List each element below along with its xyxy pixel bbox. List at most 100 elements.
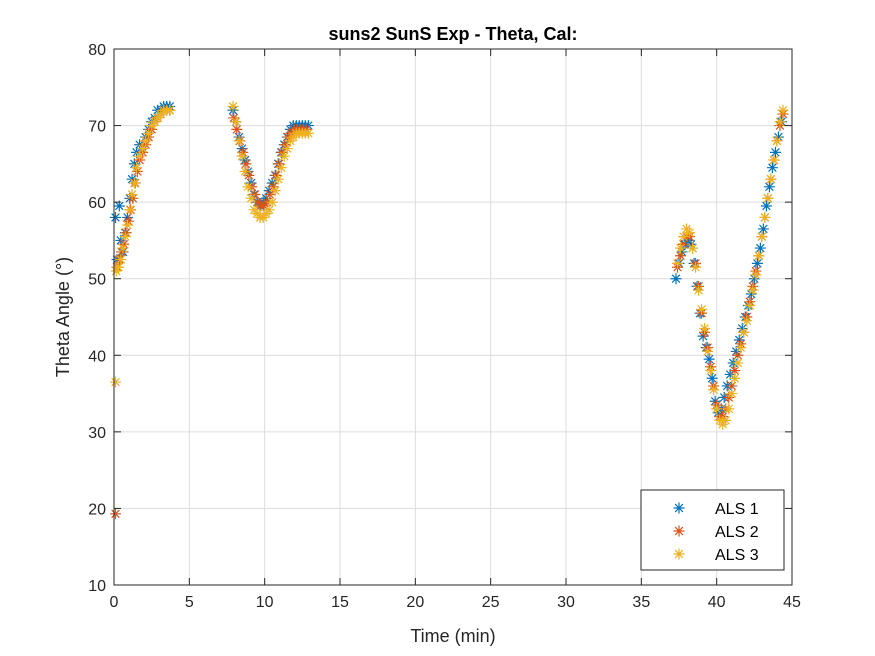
data-point [708,384,720,396]
x-tick-label: 25 [482,594,500,611]
data-point [762,192,774,204]
series-layer [110,100,789,520]
data-point [113,200,125,212]
ticks: 0 5 10 15 20 25 30 35 40 45 10 20 30 40 50 60 70 80 [88,42,801,611]
data-point [267,181,279,193]
data-point [687,242,699,254]
data-point [276,146,288,158]
data-point [726,380,738,392]
y-tick-label: 30 [88,425,106,442]
data-point [131,162,143,174]
y-axis-label: Theta Angle (°) [53,257,73,377]
data-point [116,246,128,258]
data-point [127,192,139,204]
data-point [724,368,736,380]
legend-label: ALS 2 [715,524,759,541]
data-point [763,181,775,193]
data-point [745,288,757,300]
data-point [765,173,777,185]
data-point [266,196,278,208]
data-point [128,158,140,170]
data-point [747,284,759,296]
legend-marker [673,548,685,560]
data-point [164,104,176,116]
y-tick-label: 40 [88,348,106,365]
data-point [772,131,784,143]
data-point [120,227,132,239]
data-point [110,376,122,388]
data-point [273,158,285,170]
series-3 [110,100,789,430]
data-point [678,231,690,243]
data-point [733,334,745,346]
legend-entry: ALS 2 [673,524,759,541]
data-point [110,508,122,520]
data-point [266,177,278,189]
data-point [119,231,131,243]
legend: ALS 1 ALS 2 ALS 3 [640,489,785,571]
data-point [231,123,243,135]
data-point [699,322,711,334]
data-point [239,166,251,178]
data-point [275,162,287,174]
data-point [675,250,687,262]
data-point [697,330,709,342]
data-point [741,315,753,327]
data-point [131,166,143,178]
x-tick-label: 45 [783,594,801,611]
y-tick-label: 20 [88,501,106,518]
data-point [729,372,741,384]
data-point [237,146,249,158]
data-point [777,104,789,116]
data-point [729,365,741,377]
data-point [233,135,245,147]
data-point [732,349,744,361]
data-point [264,188,276,200]
data-point [757,223,769,235]
data-point [113,261,125,273]
data-point [766,162,778,174]
data-point [122,211,134,223]
data-point [706,372,718,384]
data-point [744,300,756,312]
data-point [115,254,127,266]
data-point [720,414,732,426]
x-tick-label: 15 [331,594,349,611]
data-point [676,246,688,258]
data-point [279,139,291,151]
data-point [756,231,768,243]
legend-marker [673,525,685,537]
x-tick-label: 0 [110,594,119,611]
data-point [110,265,122,277]
chart-title: suns2 SunS Exp - Theta, Cal: [328,24,577,44]
data-point [245,192,257,204]
data-point [723,403,735,415]
data-point [726,388,738,400]
legend-marker [673,502,685,514]
data-point [709,395,721,407]
data-point [143,127,155,139]
x-tick-label: 35 [632,594,650,611]
data-point [711,403,723,415]
data-point [693,284,705,296]
data-point [124,204,136,216]
data-point [751,257,763,269]
legend-box [640,489,785,571]
data-point [230,116,242,128]
y-tick-label: 10 [88,578,106,595]
y-tick-label: 80 [88,42,106,59]
legend-label: ALS 3 [715,547,759,564]
data-point [228,112,240,124]
data-point [240,158,252,170]
data-point [110,211,122,223]
x-tick-label: 40 [708,594,726,611]
x-tick-label: 5 [185,594,194,611]
data-point [117,242,129,254]
data-point [281,143,293,155]
data-point [759,211,771,223]
data-point [236,143,248,155]
y-tick-label: 60 [88,195,106,212]
data-point [748,273,760,285]
data-point [242,181,254,193]
